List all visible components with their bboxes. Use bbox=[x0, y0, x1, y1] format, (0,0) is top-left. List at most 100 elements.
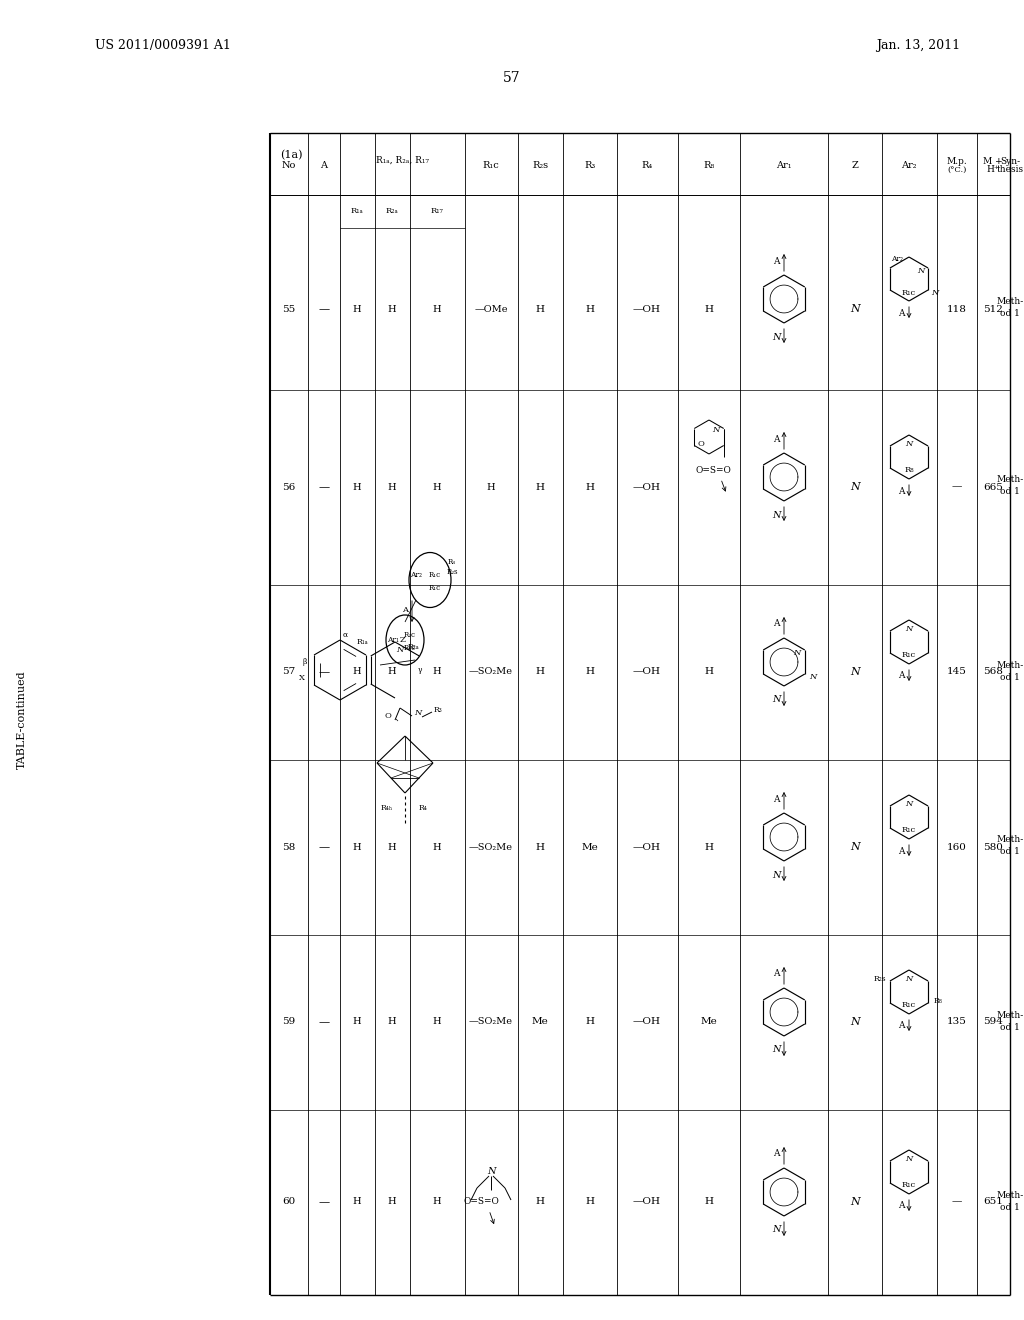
Text: US 2011/0009391 A1: US 2011/0009391 A1 bbox=[95, 38, 230, 51]
Text: od 1: od 1 bbox=[1000, 847, 1020, 857]
Text: N: N bbox=[772, 511, 780, 520]
Text: O: O bbox=[697, 440, 705, 447]
Text: 160: 160 bbox=[947, 842, 967, 851]
Text: R₃: R₃ bbox=[433, 706, 442, 714]
Text: thesis: thesis bbox=[996, 165, 1024, 174]
Text: N: N bbox=[415, 709, 422, 717]
Text: R₃: R₃ bbox=[585, 161, 596, 169]
Text: H: H bbox=[433, 1197, 441, 1206]
Text: H: H bbox=[388, 1018, 396, 1027]
Text: R₈: R₈ bbox=[703, 161, 715, 169]
Text: H: H bbox=[433, 1018, 441, 1027]
Text: H: H bbox=[388, 668, 396, 676]
Text: H: H bbox=[705, 305, 714, 314]
Text: —: — bbox=[318, 1016, 330, 1027]
Text: 512: 512 bbox=[983, 305, 1002, 314]
Text: H: H bbox=[433, 842, 441, 851]
Text: H: H bbox=[705, 1197, 714, 1206]
Text: O=S=O: O=S=O bbox=[695, 466, 732, 475]
Text: R₂ₐ: R₂ₐ bbox=[408, 643, 419, 651]
Text: H: H bbox=[388, 1197, 396, 1206]
Text: N: N bbox=[918, 267, 925, 275]
Text: N: N bbox=[905, 975, 912, 983]
Text: N: N bbox=[905, 440, 912, 447]
Text: —OH: —OH bbox=[633, 668, 662, 676]
Text: R₈: R₈ bbox=[904, 466, 913, 474]
Text: R₁c: R₁c bbox=[902, 1001, 916, 1008]
Text: N: N bbox=[932, 289, 939, 297]
Text: —: — bbox=[952, 1197, 963, 1206]
Text: Ar₂: Ar₂ bbox=[901, 161, 916, 169]
Text: H: H bbox=[433, 483, 441, 491]
Text: N: N bbox=[850, 482, 860, 492]
Text: A: A bbox=[898, 1201, 904, 1210]
Text: O: O bbox=[385, 711, 391, 719]
Text: A: A bbox=[773, 1150, 779, 1159]
Text: 56: 56 bbox=[283, 483, 296, 491]
Text: N: N bbox=[850, 667, 860, 677]
Text: H: H bbox=[705, 668, 714, 676]
Text: Me: Me bbox=[531, 1018, 549, 1027]
Text: (°C.): (°C.) bbox=[947, 166, 967, 174]
Text: A: A bbox=[898, 1022, 904, 1031]
Text: A: A bbox=[773, 256, 779, 265]
Text: —SO₂Me: —SO₂Me bbox=[469, 1018, 513, 1027]
Text: Meth-: Meth- bbox=[996, 1191, 1024, 1200]
Text: R₈: R₈ bbox=[934, 997, 942, 1005]
Text: N: N bbox=[396, 645, 403, 653]
Text: —SO₂Me: —SO₂Me bbox=[469, 668, 513, 676]
Text: H: H bbox=[352, 842, 361, 851]
Text: R₁c: R₁c bbox=[429, 583, 441, 591]
Text: A: A bbox=[898, 309, 904, 318]
Text: —OH: —OH bbox=[633, 305, 662, 314]
Text: N: N bbox=[772, 870, 780, 879]
Text: Z: Z bbox=[852, 161, 858, 169]
Text: 57: 57 bbox=[503, 71, 521, 84]
Text: A: A bbox=[321, 161, 328, 169]
Text: M.p.: M.p. bbox=[946, 157, 968, 165]
Text: 59: 59 bbox=[283, 1018, 296, 1027]
Text: R₄ₕ: R₄ₕ bbox=[381, 804, 393, 812]
Text: —: — bbox=[318, 842, 330, 851]
Text: R₁c: R₁c bbox=[482, 161, 500, 169]
Text: R₁c: R₁c bbox=[902, 826, 916, 834]
Text: H: H bbox=[388, 483, 396, 491]
Text: A: A bbox=[898, 846, 904, 855]
Text: N: N bbox=[772, 1045, 780, 1055]
Text: H: H bbox=[352, 483, 361, 491]
Text: H: H bbox=[352, 668, 361, 676]
Text: —: — bbox=[952, 483, 963, 491]
Text: 58: 58 bbox=[283, 842, 296, 851]
Text: 118: 118 bbox=[947, 305, 967, 314]
Text: —OH: —OH bbox=[633, 842, 662, 851]
Text: R₈: R₈ bbox=[449, 558, 456, 566]
Text: A: A bbox=[402, 606, 408, 614]
Text: od 1: od 1 bbox=[1000, 1023, 1020, 1031]
Text: od 1: od 1 bbox=[1000, 672, 1020, 681]
Text: 594: 594 bbox=[983, 1018, 1002, 1027]
Text: —OH: —OH bbox=[633, 1018, 662, 1027]
Text: N: N bbox=[712, 426, 720, 434]
Text: A: A bbox=[773, 795, 779, 804]
Text: H: H bbox=[486, 483, 496, 491]
Text: —OH: —OH bbox=[633, 483, 662, 491]
Text: H: H bbox=[352, 1197, 361, 1206]
Text: N: N bbox=[486, 1167, 496, 1176]
Text: —SO₂Me: —SO₂Me bbox=[469, 842, 513, 851]
Text: —OH: —OH bbox=[633, 1197, 662, 1206]
Text: Me: Me bbox=[582, 842, 598, 851]
Text: H: H bbox=[536, 842, 545, 851]
Text: H: H bbox=[388, 305, 396, 314]
Text: A: A bbox=[773, 969, 779, 978]
Text: A: A bbox=[898, 672, 904, 681]
Text: H: H bbox=[705, 842, 714, 851]
Text: R₂s: R₂s bbox=[531, 161, 548, 169]
Text: N: N bbox=[850, 842, 860, 851]
Text: N: N bbox=[850, 1016, 860, 1027]
Text: N: N bbox=[905, 1155, 912, 1163]
Text: R₁ₐ: R₁ₐ bbox=[350, 207, 364, 215]
Text: 55: 55 bbox=[283, 305, 296, 314]
Text: N: N bbox=[809, 673, 816, 681]
Text: 568: 568 bbox=[983, 668, 1002, 676]
Text: Z: Z bbox=[400, 636, 406, 644]
